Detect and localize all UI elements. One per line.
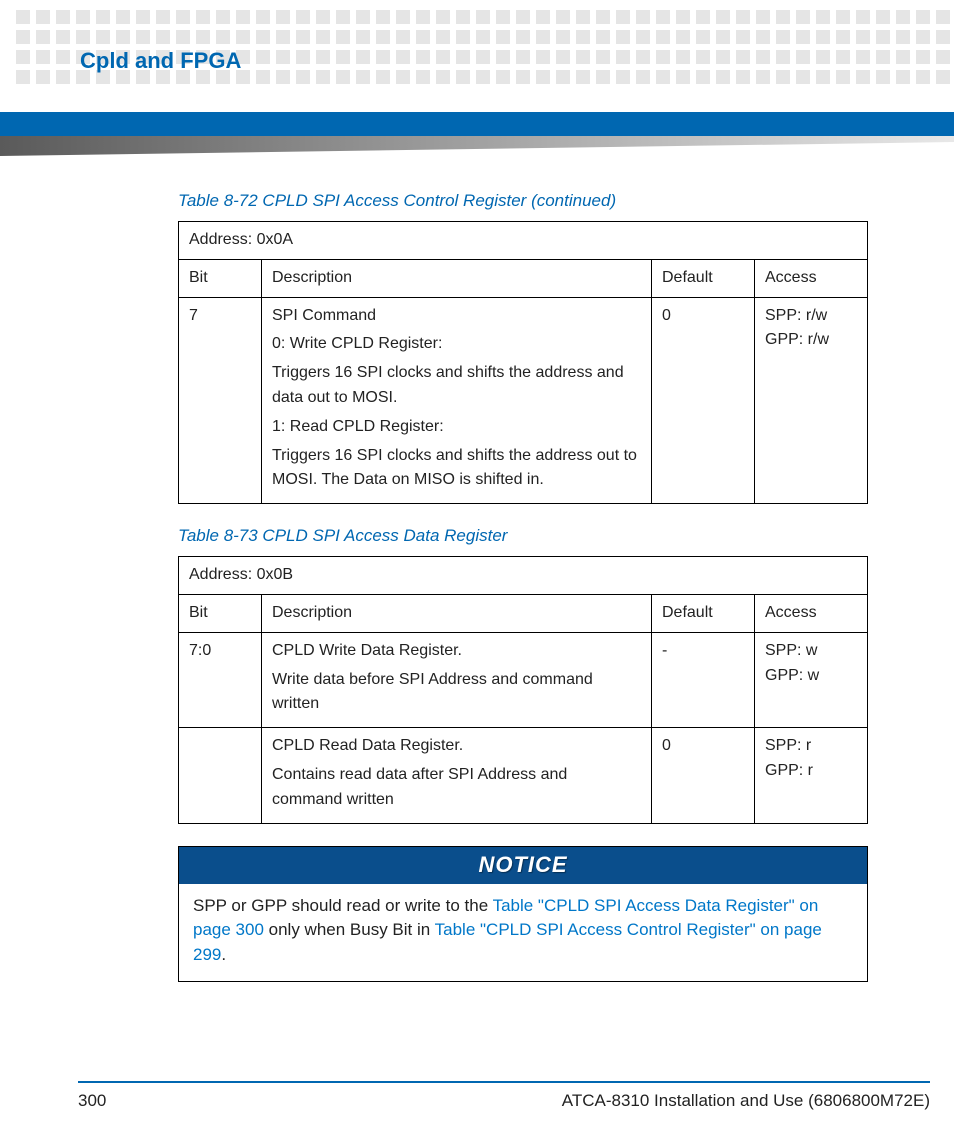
content-area: Table 8-72 CPLD SPI Access Control Regis…: [178, 185, 868, 982]
access-line: SPP: w: [765, 639, 857, 664]
notice-header: NOTICE: [179, 847, 867, 884]
table1-caption: Table 8-72 CPLD SPI Access Control Regis…: [178, 191, 868, 211]
desc-line: 1: Read CPLD Register:: [272, 415, 641, 440]
access-line: GPP: w: [765, 664, 857, 689]
th-bit: Bit: [179, 259, 262, 297]
table-row: Bit Description Default Access: [179, 259, 868, 297]
desc-line: Triggers 16 SPI clocks and shifts the ad…: [272, 444, 641, 494]
cell-default: 0: [652, 728, 755, 823]
table-row: Address: 0x0A: [179, 222, 868, 260]
access-line: GPP: r: [765, 759, 857, 784]
cell-access: SPP: r/w GPP: r/w: [755, 297, 868, 504]
notice-box: NOTICE SPP or GPP should read or write t…: [178, 846, 868, 983]
th-bit: Bit: [179, 594, 262, 632]
th-desc: Description: [262, 259, 652, 297]
cell-description: SPI Command 0: Write CPLD Register: Trig…: [262, 297, 652, 504]
desc-line: SPI Command: [272, 304, 641, 329]
table2: Address: 0x0B Bit Description Default Ac…: [178, 556, 868, 823]
table-row: Address: 0x0B: [179, 557, 868, 595]
table-row: Bit Description Default Access: [179, 594, 868, 632]
th-default: Default: [652, 594, 755, 632]
cell-default: -: [652, 632, 755, 727]
table2-caption: Table 8-73 CPLD SPI Access Data Register: [178, 526, 868, 546]
notice-text: SPP or GPP should read or write to the: [193, 896, 493, 915]
desc-line: Contains read data after SPI Address and…: [272, 763, 641, 813]
table2-address: Address: 0x0B: [179, 557, 868, 595]
cell-access: SPP: w GPP: w: [755, 632, 868, 727]
table1-address: Address: 0x0A: [179, 222, 868, 260]
header-blue-bar: [0, 112, 954, 136]
table1: Address: 0x0A Bit Description Default Ac…: [178, 221, 868, 504]
header-wedge: [0, 136, 954, 156]
table-row: CPLD Read Data Register. Contains read d…: [179, 728, 868, 823]
desc-line: 0: Write CPLD Register:: [272, 332, 641, 357]
cell-access: SPP: r GPP: r: [755, 728, 868, 823]
desc-line: CPLD Read Data Register.: [272, 734, 641, 759]
cell-bit: 7: [179, 297, 262, 504]
desc-line: CPLD Write Data Register.: [272, 639, 641, 664]
th-access: Access: [755, 594, 868, 632]
page-number: 300: [78, 1091, 106, 1111]
access-line: SPP: r: [765, 734, 857, 759]
desc-line: Triggers 16 SPI clocks and shifts the ad…: [272, 361, 641, 411]
cell-bit: 7:0: [179, 632, 262, 727]
th-default: Default: [652, 259, 755, 297]
notice-body: SPP or GPP should read or write to the T…: [179, 884, 867, 982]
desc-line: Write data before SPI Address and comman…: [272, 668, 641, 718]
page: Cpld and FPGA Table 8-72 CPLD SPI Access…: [0, 0, 954, 1145]
cell-description: CPLD Write Data Register. Write data bef…: [262, 632, 652, 727]
notice-text: only when Busy Bit in: [264, 920, 435, 939]
th-desc: Description: [262, 594, 652, 632]
table-row: 7:0 CPLD Write Data Register. Write data…: [179, 632, 868, 727]
cell-description: CPLD Read Data Register. Contains read d…: [262, 728, 652, 823]
footer-rule: [78, 1081, 930, 1083]
cell-bit: [179, 728, 262, 823]
access-line: SPP: r/w: [765, 304, 857, 329]
footer-doc-title: ATCA-8310 Installation and Use (6806800M…: [562, 1091, 930, 1111]
notice-text: .: [221, 945, 226, 964]
table-row: 7 SPI Command 0: Write CPLD Register: Tr…: [179, 297, 868, 504]
chapter-title: Cpld and FPGA: [80, 48, 241, 74]
cell-default: 0: [652, 297, 755, 504]
access-line: GPP: r/w: [765, 328, 857, 353]
th-access: Access: [755, 259, 868, 297]
